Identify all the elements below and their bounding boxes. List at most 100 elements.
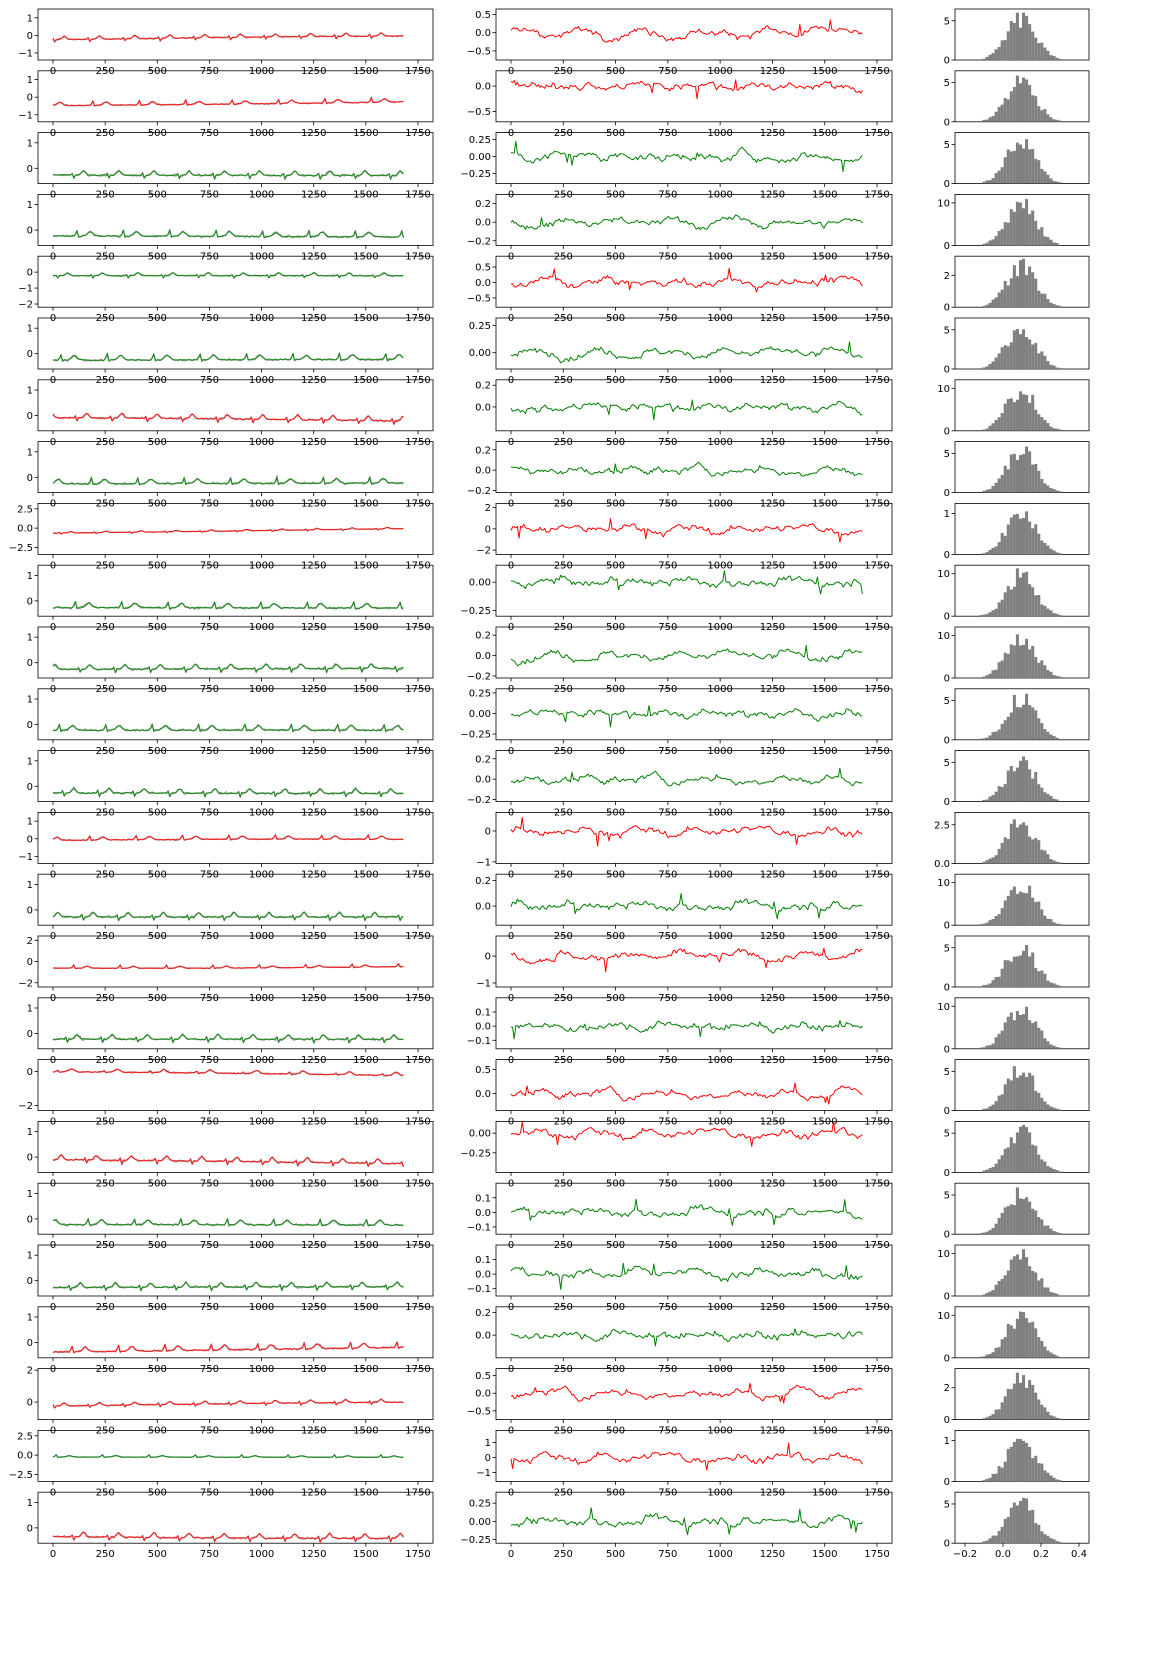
histogram-bar-24 (1043, 1470, 1047, 1482)
residual-6-xtick-label: 250 (554, 375, 573, 386)
histogram-bar-15 (1009, 890, 1013, 926)
residual-1-ytick-label: −0.5 (467, 46, 491, 57)
histogram-bar-19 (1012, 1143, 1016, 1173)
histogram-bar-24 (1018, 1438, 1022, 1482)
histogram-bar-3 (1034, 158, 1038, 184)
histogram-bar-16 (1031, 952, 1035, 987)
histogram-bar-15 (1006, 895, 1010, 926)
residual-5-xtick-label: 1500 (812, 313, 837, 324)
histogram-10-ytick-label: 10 (937, 569, 950, 580)
signal-reconstruction-line-3 (52, 169, 404, 180)
histogram-bar-10 (1058, 614, 1062, 617)
residual-3-ytick-label: −0.25 (460, 169, 491, 180)
histogram-bar-4 (1049, 239, 1053, 246)
histogram-bar-16 (1025, 944, 1029, 987)
residual-19-xtick-label: 750 (658, 1178, 677, 1189)
histogram-bar-1 (994, 49, 998, 60)
histogram-bar-4 (985, 242, 989, 246)
residual-4-xtick-label: 250 (554, 251, 573, 262)
histogram-bar-4 (1040, 227, 1044, 246)
histogram-bar-17 (1031, 1022, 1035, 1049)
signal-8-xtick-label: 750 (200, 499, 219, 510)
histogram-bar-5 (1003, 280, 1007, 308)
signal-3-ytick-label: 1 (27, 138, 33, 149)
histogram-bar-14 (1028, 836, 1032, 864)
signal-10-ytick-label: 1 (27, 571, 33, 582)
histogram-bar-2 (1028, 84, 1032, 122)
signal-22-xtick-label: 750 (200, 1364, 219, 1375)
histogram-bar-11 (1052, 675, 1056, 678)
histogram-bar-10 (988, 612, 992, 617)
histogram-bar-16 (1018, 955, 1022, 987)
histogram-bar-16 (1003, 960, 1007, 987)
histogram-bar-8 (1037, 470, 1041, 493)
residual-17-xtick-label: 1750 (864, 1055, 889, 1066)
signal-9-xtick-label: 250 (96, 560, 115, 571)
histogram-bar-12 (991, 732, 995, 740)
histogram-bar-11 (1000, 660, 1004, 678)
residual-21-xtick-label: 1750 (864, 1302, 889, 1313)
residual-line-6 (510, 341, 863, 364)
residual-9-ytick-label: 0 (485, 524, 491, 535)
histogram-bar-15 (1052, 922, 1056, 926)
residual-3-xtick-label: 1000 (707, 190, 732, 201)
signal-1-xtick-label: 0 (50, 66, 56, 77)
residual-11-xtick-label: 750 (658, 684, 677, 695)
histogram-bar-23 (1018, 1382, 1022, 1420)
histogram-bar-5 (988, 302, 992, 308)
residual-11-xtick-label: 1250 (760, 684, 785, 695)
signal-12-xtick-label: 1000 (249, 746, 274, 757)
histogram-bar-7 (1018, 391, 1022, 431)
histogram-bar-13 (1003, 784, 1007, 802)
histogram-bar-4 (1022, 208, 1026, 246)
signal-reconstruction-line-11 (52, 663, 404, 674)
residual-20-xtick-label: 750 (658, 1240, 677, 1251)
residual-axes-22 (495, 1306, 893, 1359)
histogram-bar-6 (1015, 329, 1019, 369)
signal-13-xtick-label: 1750 (405, 808, 430, 819)
signal-axes-1 (37, 8, 434, 61)
histogram-bar-14 (1058, 862, 1062, 864)
histogram-bar-16 (985, 984, 989, 987)
histogram-bar-10 (1034, 595, 1038, 617)
signal-15-xtick-label: 750 (200, 931, 219, 942)
residual-6-ytick-label: 0.25 (469, 321, 491, 332)
signal-19-xtick-label: 250 (96, 1178, 115, 1189)
residual-2-xtick-label: 0 (508, 128, 514, 139)
histogram-bar-10 (1003, 592, 1007, 617)
histogram-bar-20 (1043, 1225, 1047, 1235)
signal-5-xtick-label: 1750 (405, 313, 430, 324)
histogram-bar-1 (1025, 15, 1029, 61)
histogram-bar-6 (1034, 342, 1038, 369)
histogram-bar-16 (997, 976, 1001, 987)
signal-23-xtick-label: 1250 (301, 1426, 326, 1437)
residual-12-xtick-label: 1000 (707, 746, 732, 757)
histogram-bar-17 (1022, 1014, 1026, 1049)
residual-16-xtick-label: 1000 (707, 993, 732, 1004)
histogram-bar-9 (1018, 518, 1022, 555)
histogram-bar-1 (1055, 57, 1059, 60)
histogram-bar-15 (1025, 893, 1029, 926)
histogram-bar-11 (991, 670, 995, 678)
signal-6-xtick-label: 250 (96, 375, 115, 386)
histogram-bar-14 (1037, 840, 1041, 864)
signal-1-ytick-label: −1 (18, 48, 33, 59)
histogram-bar-15 (1034, 902, 1038, 926)
histogram-bar-17 (1015, 1011, 1019, 1049)
histogram-bar-18 (1031, 1075, 1035, 1111)
histogram-bar-4 (1031, 210, 1035, 246)
residual-13-xtick-label: 0 (508, 808, 514, 819)
histogram-bar-21 (988, 1291, 992, 1296)
signal-21-xtick-label: 1500 (353, 1302, 378, 1313)
residual-10-xtick-label: 1750 (864, 622, 889, 633)
histogram-bar-20 (1055, 1232, 1059, 1235)
histogram-bar-24 (1034, 1455, 1038, 1482)
residual-4-xtick-label: 500 (606, 251, 625, 262)
histogram-bar-2 (1034, 96, 1038, 122)
histogram-bar-8 (985, 489, 989, 493)
residual-17-ytick-label: −0.1 (467, 1036, 491, 1047)
histogram-bar-24 (1058, 1480, 1062, 1482)
histogram-bar-23 (991, 1414, 995, 1420)
histogram-bar-1 (1028, 24, 1032, 60)
histogram-bar-13 (1049, 795, 1053, 802)
